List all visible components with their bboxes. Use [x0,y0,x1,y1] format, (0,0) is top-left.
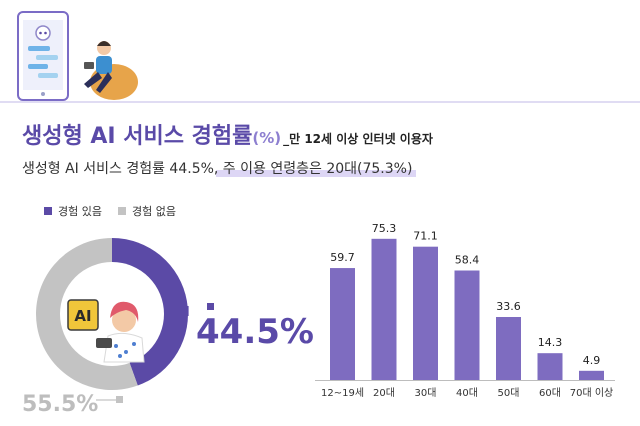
leader-marker [207,303,214,310]
category-label: 70대 이상 [570,387,614,399]
slice-label-yes: 44.5% [196,312,314,352]
legend-label: 경험 없음 [131,205,176,218]
chat-bubble [38,73,58,78]
subtitle-highlight: 주 이용 연령층은 20대(75.3%) [218,161,413,177]
legend-item-no: 경험 없음 [117,203,176,219]
chat-bubble [36,55,58,60]
category-label: 50대 [498,387,520,399]
bar [496,317,521,380]
bar-value-label: 59.7 [330,251,355,264]
category-label: 12~19세 [321,387,364,399]
category-label: 30대 [415,387,437,399]
legend-item-yes: 경험 있음 [44,203,102,219]
title-suffix: _만 12세 이상 인터넷 이용자 [283,132,433,146]
woman-icon [112,308,136,332]
bar-value-label: 33.6 [496,300,521,313]
robot-icon [35,25,51,41]
legend-swatch [117,207,126,215]
chart-title: 생성형 AI 서비스 경험률(%) _만 12세 이상 인터넷 이용자 [22,118,433,150]
bar-value-label: 58.4 [455,254,480,267]
bar [579,370,604,380]
chat-bubble [28,46,50,51]
leader-marker [116,396,123,403]
bar [330,268,355,380]
ai-badge-icon [67,299,99,331]
bar-chart: 59.7 12~19세 75.3 20대 71.1 30대 58.4 40대 33.6 50대 14… [315,222,615,399]
title-main: 생성형 AI 서비스 경험률 [22,124,253,149]
bar-value-label: 71.1 [413,230,438,243]
legend: 경험 있음 경험 없음 [44,203,176,219]
bar-value-label: 4.9 [583,354,601,367]
legend-label: 경험 있음 [58,205,102,218]
category-label: 60대 [539,387,561,399]
subtitle: 생성형 AI 서비스 경험률 44.5%, 주 이용 연령층은 20대(75.3… [22,158,412,178]
chat-bubble [28,64,48,69]
bar [371,238,397,380]
bar [537,353,563,380]
header-illustration [17,11,138,101]
bar-value-label: 14.3 [538,336,563,349]
title-unit: (%) [252,129,282,147]
bar-value-label: 75.3 [372,222,397,235]
category-label: 40대 [456,387,478,399]
subtitle-plain: 생성형 AI 서비스 경험률 44.5%, [22,161,219,177]
center-illustration: AI [67,299,145,363]
ai-badge-text: AI [74,307,91,325]
bar [454,270,480,380]
bar [413,246,438,380]
legend-swatch [44,207,52,215]
slice-label-no: 55.5% [22,392,99,417]
category-label: 20대 [373,387,395,399]
